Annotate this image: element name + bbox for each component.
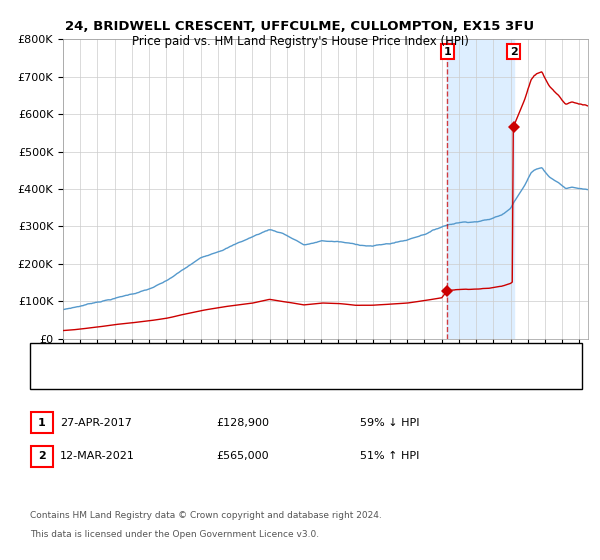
Text: 1: 1 (38, 418, 46, 428)
Text: 2: 2 (38, 451, 46, 461)
Text: This data is licensed under the Open Government Licence v3.0.: This data is licensed under the Open Gov… (30, 530, 319, 539)
Text: £565,000: £565,000 (216, 451, 269, 461)
Text: 27-APR-2017: 27-APR-2017 (60, 418, 132, 428)
Text: HPI: Average price, detached house, Mid Devon: HPI: Average price, detached house, Mid … (75, 371, 323, 381)
Text: 12-MAR-2021: 12-MAR-2021 (60, 451, 135, 461)
Text: 24, BRIDWELL CRESCENT, UFFCULME, CULLOMPTON, EX15 3FU: 24, BRIDWELL CRESCENT, UFFCULME, CULLOMP… (65, 20, 535, 32)
Text: 51% ↑ HPI: 51% ↑ HPI (360, 451, 419, 461)
Text: 1: 1 (443, 46, 451, 57)
Bar (447, 39, 514, 339)
Text: 24, BRIDWELL CRESCENT, UFFCULME, CULLOMPTON, EX15 3FU (detached house): 24, BRIDWELL CRESCENT, UFFCULME, CULLOMP… (75, 351, 499, 361)
Text: 2: 2 (510, 46, 518, 57)
Text: Price paid vs. HM Land Registry's House Price Index (HPI): Price paid vs. HM Land Registry's House … (131, 35, 469, 48)
Text: 59% ↓ HPI: 59% ↓ HPI (360, 418, 419, 428)
Text: £128,900: £128,900 (216, 418, 269, 428)
Text: Contains HM Land Registry data © Crown copyright and database right 2024.: Contains HM Land Registry data © Crown c… (30, 511, 382, 520)
